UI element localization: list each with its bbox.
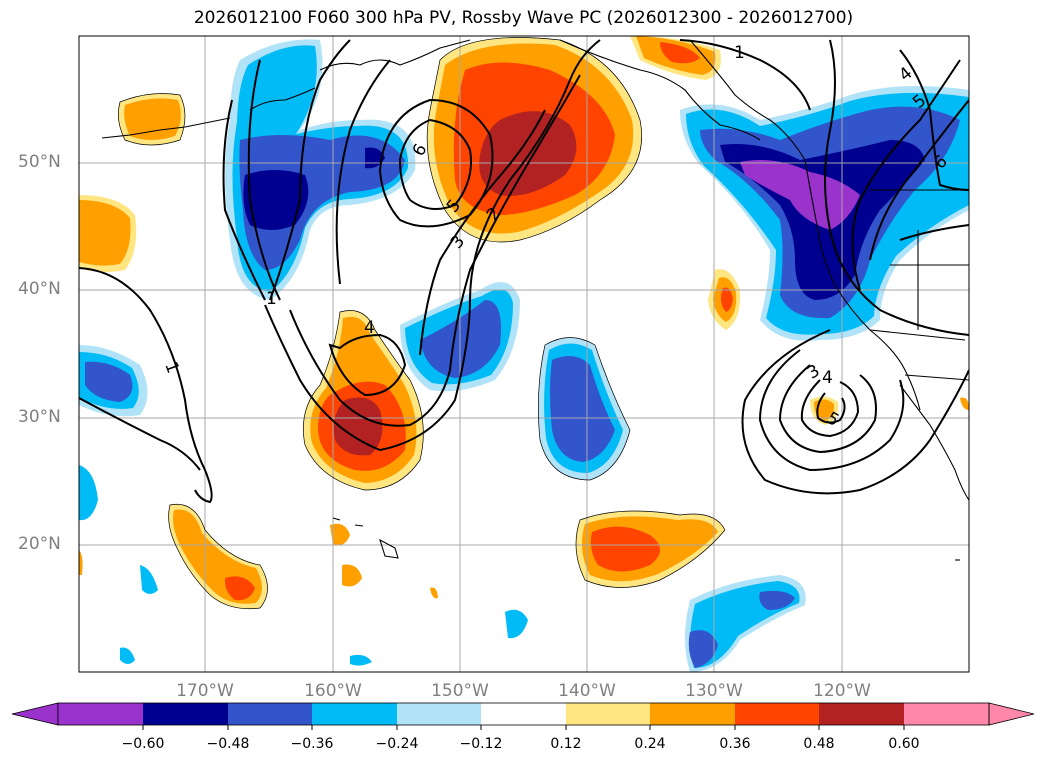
graticule: [79, 36, 969, 672]
colorbar-frame: [57, 702, 990, 726]
longitude-label: 130°W: [685, 681, 743, 701]
map-frame: [78, 35, 970, 673]
colorbar-swatch: [819, 703, 904, 725]
colorbar-tick-label: −0.48: [206, 736, 250, 752]
latitude-label: 20°N: [18, 534, 61, 554]
latitude-label: 30°N: [18, 407, 61, 427]
longitude-label: 170°W: [176, 681, 234, 701]
colorbar-swatch: [566, 703, 650, 725]
colorbar-swatch: [312, 703, 397, 725]
colorbar-swatch: [397, 703, 481, 725]
colorbar-swatch: [904, 703, 989, 725]
colorbar-swatch: [228, 703, 312, 725]
contour-label: 1: [734, 43, 745, 63]
colorbar-tick-label: 0.24: [634, 736, 666, 752]
longitude-label: 120°W: [813, 681, 871, 701]
colorbar-tick-label: −0.12: [459, 736, 503, 752]
colorbar-tick-label: −0.36: [290, 736, 334, 752]
contour-label: 4: [822, 368, 833, 388]
colorbar-tick-label: 0.36: [719, 736, 751, 752]
longitude-label: 150°W: [431, 681, 489, 701]
colorbar-tick-label: 0.60: [888, 736, 920, 752]
contour-label: 4: [364, 318, 375, 338]
coastlines: [101, 39, 969, 561]
colorbar-tick-label: 0.12: [550, 736, 582, 752]
contour-label: 1: [266, 289, 277, 309]
colorbar-tick-label: 0.48: [803, 736, 835, 752]
colorbar-tick-label: −0.60: [121, 736, 165, 752]
map-title: 2026012100 F060 300 hPa PV, Rossby Wave …: [193, 8, 854, 28]
colorbar-swatch: [735, 703, 819, 725]
colorbar-swatch: [58, 703, 143, 725]
fill-outlines: [118, 37, 726, 610]
longitude-label: 140°W: [558, 681, 616, 701]
colorbar-swatch: [143, 703, 228, 725]
latitude-label: 40°N: [18, 279, 61, 299]
colorbar-extend-min: [11, 702, 59, 726]
colorbar: [11, 702, 1035, 730]
colorbar-swatch: [650, 703, 735, 725]
pc-contours: [79, 39, 969, 504]
colorbar-extend-max: [988, 702, 1035, 726]
colorbar-tick-label: −0.24: [375, 736, 419, 752]
longitude-label: 160°W: [304, 681, 362, 701]
colorbar-swatch: [481, 703, 566, 725]
latitude-label: 50°N: [18, 152, 61, 172]
